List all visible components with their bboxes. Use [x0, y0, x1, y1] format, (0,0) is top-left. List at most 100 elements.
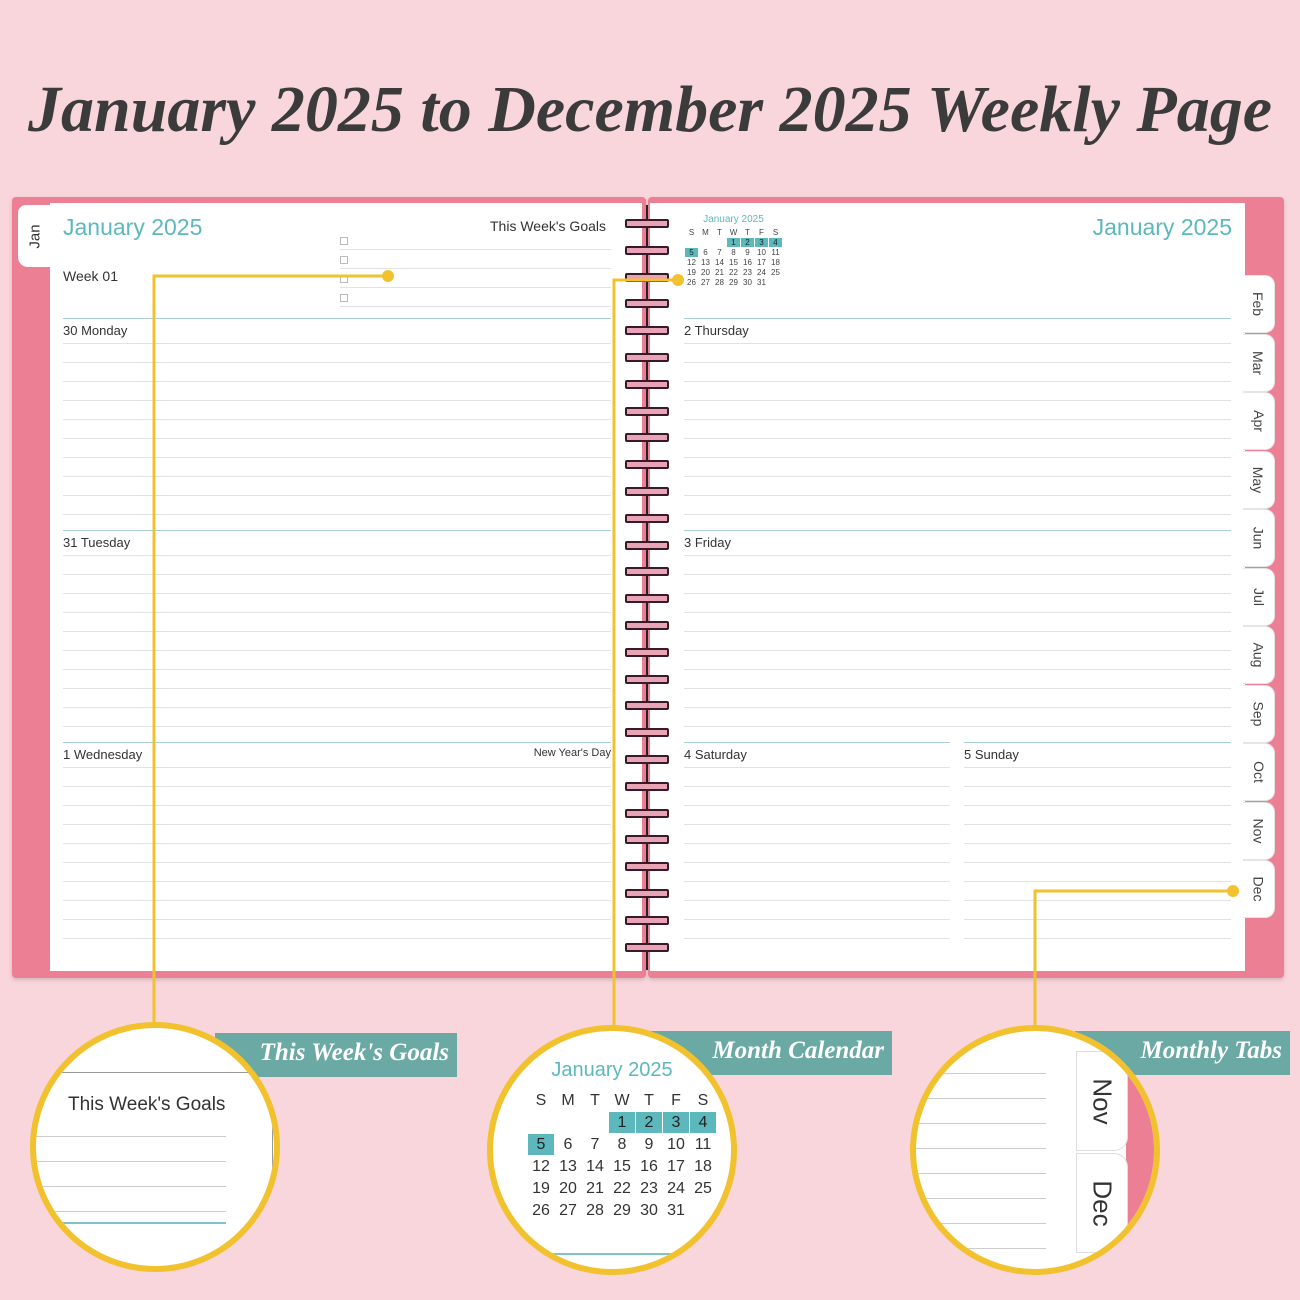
spiral-ring	[625, 889, 669, 898]
spiral-ring	[625, 862, 669, 872]
calendar-day: 1	[727, 238, 740, 247]
month-tab-feb[interactable]: Feb	[1243, 275, 1275, 333]
spiral-ring	[625, 406, 669, 416]
spiral-ring	[625, 433, 669, 443]
calendar-day: 25	[771, 268, 780, 277]
weekday-header: T	[717, 228, 722, 237]
spiral-ring	[625, 326, 669, 336]
weekday-header: F	[759, 228, 764, 237]
spiral-ring	[625, 487, 669, 496]
calendar-day: 3	[663, 1112, 689, 1133]
calendar-day: 24	[757, 268, 766, 277]
calendar-day: 22	[729, 268, 738, 277]
calendar-day: 10	[667, 1135, 685, 1153]
calendar-day: 13	[701, 258, 710, 267]
month-tab-aug[interactable]: Aug	[1243, 626, 1275, 684]
spiral-ring	[625, 621, 669, 630]
spiral-ring	[625, 540, 669, 550]
calendar-day	[690, 1200, 716, 1221]
calendar-day: 7	[590, 1135, 600, 1153]
left-month-title: January 2025	[63, 214, 203, 240]
day-saturday: 4 Saturday	[684, 747, 747, 762]
month-tab-apr[interactable]: Apr	[1243, 392, 1275, 450]
weekday-header: S	[697, 1091, 709, 1109]
calendar-day: 20	[559, 1179, 577, 1197]
spiral-ring	[625, 513, 669, 523]
calendar-day: 26	[532, 1201, 550, 1219]
calendar-day	[685, 238, 698, 247]
day-monday: 30 Monday	[63, 323, 128, 338]
tab-nov-zoom: Nov	[1076, 1051, 1128, 1151]
month-tab-jul[interactable]: Jul	[1243, 567, 1275, 626]
spiral-ring	[625, 567, 669, 577]
month-tab-nov[interactable]: Nov	[1243, 801, 1275, 860]
weekday-header: W	[614, 1091, 630, 1109]
calendar-day: 6	[563, 1135, 573, 1153]
mini-calendar: January 2025 S M T W T F S 1 2 3 4 5 6 7 8 9 10 11 12 13 14 1…	[684, 214, 783, 288]
month-tab-mar[interactable]: Mar	[1243, 333, 1275, 392]
calendar-day: 25	[694, 1179, 712, 1197]
calendar-day: 9	[745, 248, 750, 257]
callout-calendar-zoom: January 2025 S M T W T F S 1 2 3 4 5 6 7 8 9 10 11 12 13 14 1…	[487, 1025, 737, 1275]
month-tab-may[interactable]: May	[1243, 450, 1275, 509]
calendar-day: 6	[703, 248, 708, 257]
calendar-day: 11	[694, 1135, 712, 1153]
calendar-day: 29	[729, 278, 738, 287]
goal-checkbox[interactable]	[340, 237, 348, 245]
calendar-day: 16	[640, 1157, 658, 1175]
calendar-day: 20	[701, 268, 710, 277]
calendar-day: 30	[743, 278, 752, 287]
calendar-day: 31	[667, 1201, 685, 1219]
calendar-day: 22	[613, 1179, 631, 1197]
calendar-day: 2	[741, 238, 754, 247]
month-tab-jun[interactable]: Jun	[1243, 509, 1275, 567]
goal-checkbox[interactable]	[340, 275, 348, 283]
month-tab-dec[interactable]: Dec	[1243, 860, 1275, 918]
calendar-day	[699, 238, 712, 247]
day-wednesday: 1 Wednesday	[63, 747, 143, 762]
calendar-day: 27	[559, 1201, 577, 1219]
spiral-ring	[625, 299, 669, 309]
calendar-day	[582, 1112, 608, 1133]
weekday-header: S	[688, 228, 695, 237]
calendar-day: 28	[586, 1201, 604, 1219]
day-thursday: 2 Thursday	[684, 323, 749, 338]
calendar-day: 17	[667, 1157, 685, 1175]
weekday-header: T	[745, 228, 750, 237]
weekday-header: F	[671, 1091, 681, 1109]
calendar-day: 4	[690, 1112, 716, 1133]
calendar-day: 3	[755, 238, 768, 247]
page-title: January 2025 to December 2025 Weekly Pag…	[27, 73, 1272, 146]
calendar-day: 5	[685, 248, 698, 257]
calendar-day: 11	[771, 248, 780, 257]
weekday-header: S	[535, 1091, 547, 1109]
calendar-day: 23	[640, 1179, 658, 1197]
spiral-ring	[625, 647, 669, 657]
calendar-day: 4	[769, 238, 782, 247]
spiral-spine	[646, 205, 648, 970]
calendar-day: 15	[613, 1157, 631, 1175]
weekday-header: M	[561, 1091, 575, 1109]
week-number: Week 01	[63, 268, 118, 284]
month-tab-sep[interactable]: Sep	[1243, 684, 1275, 743]
goal-checkbox[interactable]	[340, 256, 348, 264]
goal-checkbox[interactable]	[340, 294, 348, 302]
day-sunday: 5 Sunday	[964, 747, 1019, 762]
jan-tab[interactable]: Jan	[18, 205, 52, 267]
day-tuesday: 31 Tuesday	[63, 535, 131, 550]
calendar-day: 2	[636, 1112, 662, 1133]
calendar-day: 21	[715, 268, 724, 277]
calendar-day	[555, 1112, 581, 1133]
spiral-ring	[625, 835, 669, 845]
spiral-ring	[625, 915, 669, 925]
calendar-day: 31	[757, 278, 766, 287]
spiral-ring	[625, 808, 669, 818]
calendar-day: 28	[715, 278, 724, 287]
weekday-header: T	[644, 1091, 654, 1109]
month-tab-oct[interactable]: Oct	[1243, 743, 1275, 801]
spiral-ring	[625, 674, 669, 684]
spiral-ring	[625, 701, 669, 711]
spiral-ring	[625, 272, 669, 282]
weekday-header: T	[590, 1091, 600, 1109]
calendar-day: 29	[613, 1201, 631, 1219]
